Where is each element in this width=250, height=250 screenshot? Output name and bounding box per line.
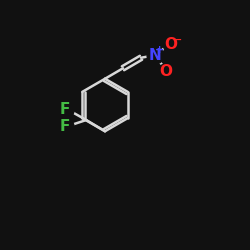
Text: +: +	[155, 45, 164, 55]
Text: −: −	[172, 34, 182, 44]
Text: N: N	[148, 48, 161, 63]
Text: O: O	[164, 37, 177, 52]
Text: F: F	[59, 102, 70, 117]
Text: F: F	[59, 119, 70, 134]
Text: O: O	[159, 64, 172, 79]
